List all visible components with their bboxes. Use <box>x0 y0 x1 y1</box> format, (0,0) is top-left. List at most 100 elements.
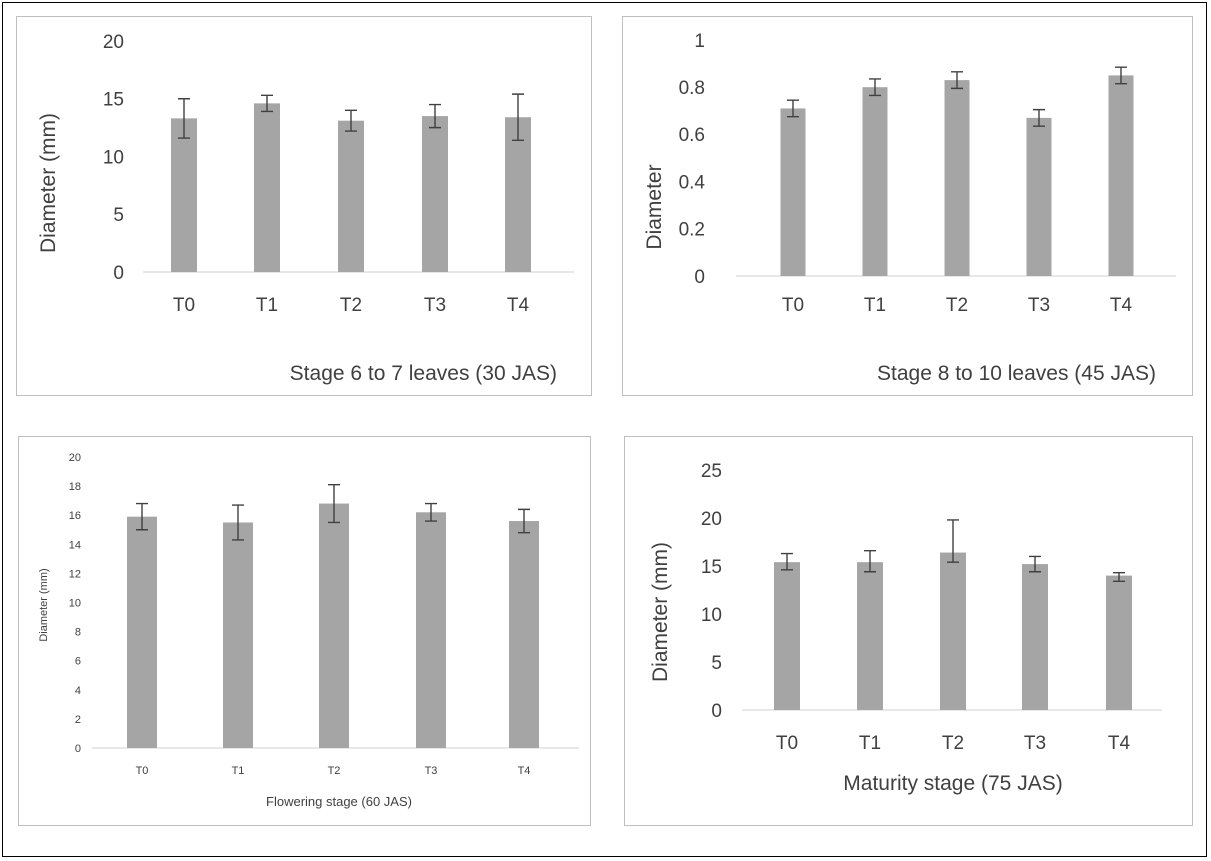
error-bar-t0 <box>787 99 799 118</box>
bar-t3 <box>1022 564 1048 710</box>
y-tick-label: 5 <box>711 653 722 674</box>
y-tick-label: 0.4 <box>679 172 706 193</box>
x-tick-label: T1 <box>232 765 245 777</box>
y-tick-label: 15 <box>701 557 722 578</box>
error-bar-t1 <box>232 504 244 541</box>
error-bar-t2 <box>345 109 357 132</box>
bars <box>171 93 531 273</box>
error-bar-t1 <box>864 549 876 573</box>
x-tick-label: T3 <box>1024 733 1046 754</box>
y-tick-label: 20 <box>103 32 124 53</box>
x-tick-label: T1 <box>864 295 886 316</box>
chart-svg-3: 0 2 4 6 8 10 12 14 16 18 20 T0 T1 T2 T3 T4 Diamete… <box>38 452 579 809</box>
stage-label: Stage 8 to 10 leaves (45 JAS) <box>877 362 1156 385</box>
x-tick-label: T0 <box>136 765 149 777</box>
error-bar-t3 <box>425 502 437 522</box>
y-tick-label: 0 <box>711 701 722 722</box>
error-bar-t0 <box>781 552 793 571</box>
error-bar-t4 <box>518 508 530 534</box>
stage-label: Stage 6 to 7 leaves (30 JAS) <box>290 362 557 385</box>
bar-t0 <box>127 516 157 748</box>
y-tick-label: 10 <box>701 605 722 626</box>
error-bar-t0 <box>178 98 190 139</box>
stage-label: Maturity stage (75 JAS) <box>843 772 1062 795</box>
error-bar-t4 <box>512 93 524 142</box>
chart-svg-1: 0 5 10 15 20 T0 T1 T2 T3 T4 Diameter (mm) St… <box>37 32 574 385</box>
bar-t2 <box>319 503 349 748</box>
y-tick-label: 5 <box>113 205 124 226</box>
y-tick-label: 0 <box>113 263 124 284</box>
y-tick-label: 18 <box>69 481 81 493</box>
y-tick-labels: 0 0.2 0.4 0.6 0.8 1 <box>679 31 706 288</box>
y-tick-label: 8 <box>75 627 81 639</box>
x-tick-label: T4 <box>1108 733 1131 754</box>
bars <box>774 519 1132 710</box>
bar-t0 <box>780 108 806 276</box>
y-tick-label: 1 <box>694 31 705 52</box>
y-tick-label: 15 <box>103 90 124 111</box>
x-tick-labels: T0 T1 T2 T3 T4 <box>782 295 1133 316</box>
y-tick-labels: 0 2 4 6 8 10 12 14 16 18 20 <box>69 452 81 755</box>
y-tick-label: 20 <box>701 509 722 530</box>
bar-t3 <box>1026 117 1052 276</box>
error-bar-t4 <box>1113 572 1125 583</box>
bar-t3 <box>422 116 448 272</box>
chart-panel-stage-8-10-leaves: 0 0.2 0.4 0.6 0.8 1 T0 T1 T2 T3 T4 Diameter S… <box>622 16 1193 396</box>
y-tick-label: 10 <box>103 147 124 168</box>
chart-svg-2: 0 0.2 0.4 0.6 0.8 1 T0 T1 T2 T3 T4 Diameter S… <box>643 31 1176 385</box>
y-tick-label: 2 <box>75 714 81 726</box>
y-tick-label: 14 <box>69 539 81 551</box>
x-tick-label: T3 <box>424 295 446 316</box>
x-tick-label: T0 <box>782 295 804 316</box>
error-bar-t3 <box>429 103 441 129</box>
x-tick-label: T4 <box>507 295 530 316</box>
error-bar-t2 <box>947 519 959 563</box>
y-tick-label: 0.6 <box>679 125 705 146</box>
chart-panel-flowering-stage: 0 2 4 6 8 10 12 14 16 18 20 T0 T1 T2 T3 T4 Diamete… <box>18 436 591 826</box>
y-tick-label: 16 <box>69 510 81 522</box>
error-bar-t2 <box>328 483 340 524</box>
y-axis-title: Diameter (mm) <box>38 568 50 641</box>
x-tick-labels: T0 T1 T2 T3 T4 <box>776 733 1131 754</box>
bar-t4 <box>1106 575 1132 710</box>
y-tick-label: 20 <box>69 452 81 464</box>
bar-t1 <box>862 87 888 276</box>
error-bar-t3 <box>1033 108 1045 127</box>
y-tick-labels: 0 5 10 15 20 <box>103 32 124 284</box>
error-bar-t2 <box>951 71 963 90</box>
y-axis-title: Diameter (mm) <box>649 542 672 682</box>
x-tick-label: T0 <box>173 295 195 316</box>
x-tick-label: T1 <box>256 295 278 316</box>
x-tick-label: T3 <box>1028 295 1050 316</box>
bar-t1 <box>254 103 280 273</box>
stage-label: Flowering stage (60 JAS) <box>266 794 412 809</box>
y-axis-title: Diameter <box>643 164 666 249</box>
bar-t0 <box>171 118 197 272</box>
y-tick-label: 0 <box>75 743 81 755</box>
bar-t4 <box>505 117 531 272</box>
chart-panel-stage-6-7-leaves: 0 5 10 15 20 T0 T1 T2 T3 T4 Diameter (mm) St… <box>16 16 592 396</box>
y-tick-label: 0 <box>694 267 705 288</box>
y-tick-label: 4 <box>75 685 81 697</box>
bar-t2 <box>338 120 364 272</box>
y-tick-labels: 0 5 10 15 20 25 <box>701 461 722 722</box>
bars <box>127 483 539 748</box>
x-tick-label: T1 <box>859 733 881 754</box>
x-tick-label: T2 <box>328 765 341 777</box>
x-tick-label: T4 <box>1110 295 1133 316</box>
y-axis-title: Diameter (mm) <box>37 113 60 253</box>
y-tick-label: 0.2 <box>679 220 705 241</box>
bar-t4 <box>509 521 539 748</box>
chart-panel-maturity-stage: 0 5 10 15 20 25 T0 T1 T2 T3 T4 Diameter (mm) … <box>624 436 1193 826</box>
error-bar-t1 <box>261 94 273 113</box>
error-bar-t4 <box>1115 66 1127 85</box>
x-tick-label: T2 <box>946 295 968 316</box>
bar-t1 <box>857 562 883 710</box>
y-tick-label: 12 <box>69 568 81 580</box>
bar-t0 <box>774 562 800 710</box>
x-tick-labels: T0 T1 T2 T3 T4 <box>136 765 531 777</box>
error-bar-t1 <box>869 78 881 97</box>
bar-t2 <box>944 80 970 276</box>
